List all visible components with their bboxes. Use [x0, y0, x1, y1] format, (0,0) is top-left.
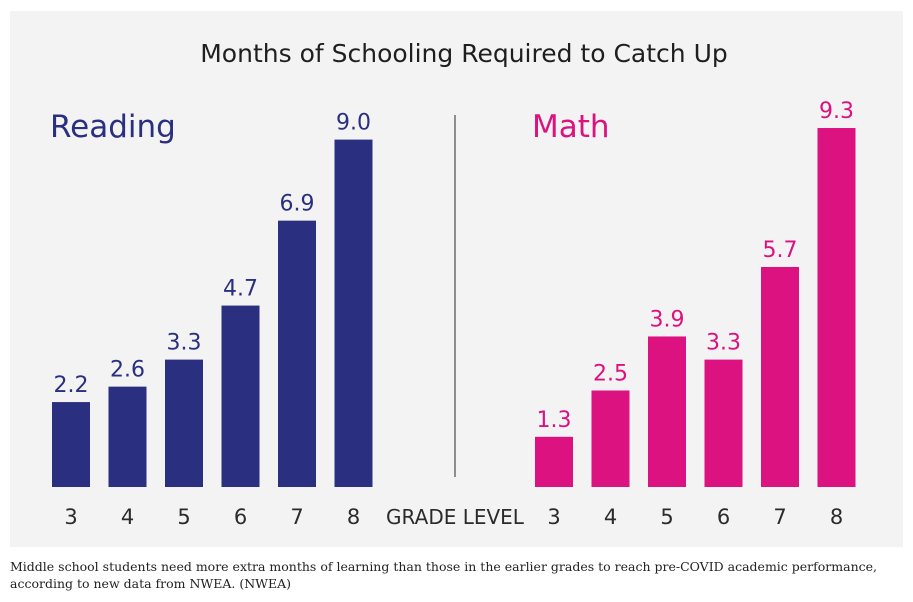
reading-tick-label: 7 — [290, 505, 303, 529]
math-value-label: 3.3 — [706, 331, 741, 356]
math-value-label: 2.5 — [593, 362, 628, 387]
math-tick-label: 3 — [547, 505, 560, 529]
math-tick-label: 4 — [604, 505, 617, 529]
reading-bar-grade-5 — [165, 359, 203, 487]
reading-value-label: 9.0 — [336, 111, 371, 136]
math-bar-grade-4 — [591, 390, 630, 487]
math-bar-grade-6 — [704, 359, 743, 487]
math-value-label: 3.9 — [650, 307, 685, 332]
reading-bar-grade-3 — [52, 402, 90, 487]
reading-value-label: 2.6 — [110, 358, 145, 383]
x-axis-label: GRADE LEVEL — [386, 505, 525, 529]
math-bar-grade-8 — [817, 128, 856, 487]
math-bar-grade-3 — [535, 436, 573, 487]
math-series-label: Math — [532, 109, 610, 145]
reading-value-label: 6.9 — [280, 192, 315, 217]
reading-tick-label: 5 — [177, 505, 190, 529]
reading-tick-label: 4 — [121, 505, 134, 529]
reading-bar-grade-4 — [108, 386, 147, 487]
reading-value-label: 2.2 — [54, 373, 89, 398]
math-bar-grade-7 — [761, 266, 799, 487]
chart-figure: Months of Schooling Required to Catch Up… — [10, 11, 903, 547]
reading-tick-label: 6 — [234, 505, 247, 529]
reading-series-label: Reading — [50, 109, 176, 145]
reading-bar-grade-6 — [221, 305, 260, 487]
math-value-label: 5.7 — [763, 238, 798, 263]
reading-tick-label: 3 — [64, 505, 77, 529]
reading-tick-label: 8 — [347, 505, 360, 529]
reading-value-label: 4.7 — [223, 277, 258, 302]
math-tick-label: 5 — [660, 505, 673, 529]
math-tick-label: 6 — [717, 505, 730, 529]
reading-bar-grade-7 — [278, 220, 316, 487]
reading-bar-grade-8 — [334, 139, 373, 487]
math-tick-label: 7 — [773, 505, 786, 529]
math-value-label: 9.3 — [819, 99, 854, 124]
figure-caption: Middle school students need more extra m… — [10, 559, 878, 591]
chart-title: Months of Schooling Required to Catch Up — [200, 39, 728, 68]
bar-chart: Months of Schooling Required to Catch Up… — [50, 39, 856, 529]
math-tick-label: 8 — [830, 505, 843, 529]
math-value-label: 1.3 — [537, 408, 572, 433]
reading-value-label: 3.3 — [167, 331, 202, 356]
math-bar-grade-5 — [648, 336, 686, 487]
